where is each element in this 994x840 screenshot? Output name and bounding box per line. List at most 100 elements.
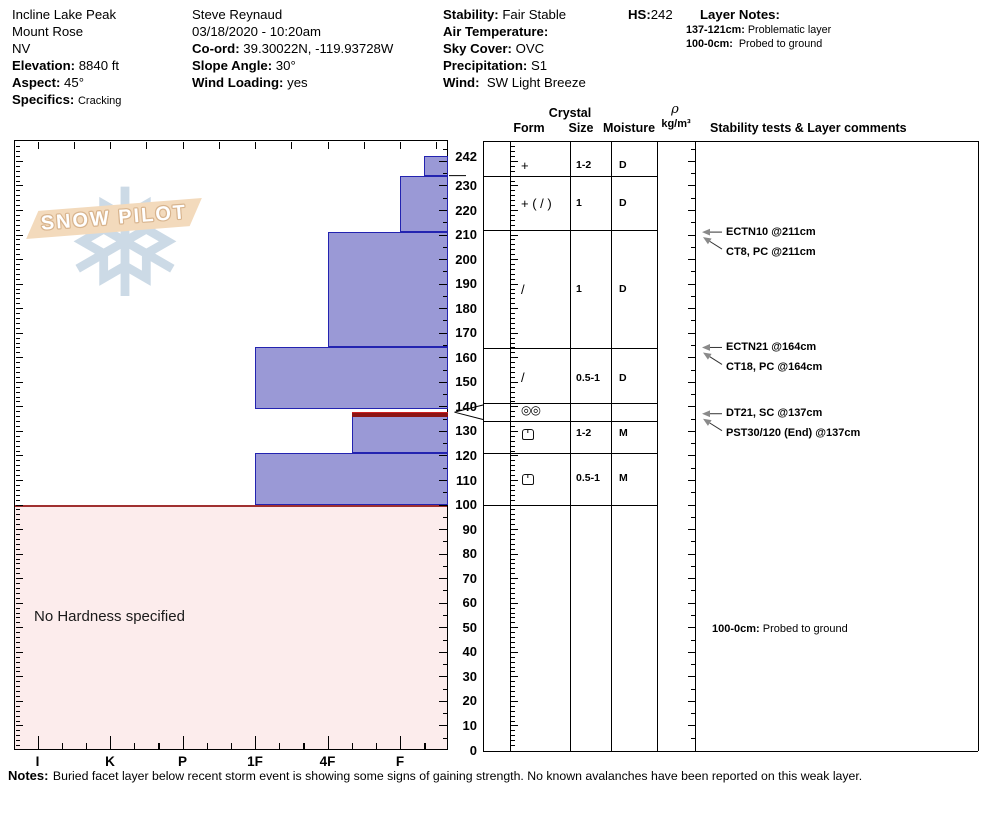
depth-axis-label: 140 <box>455 398 477 414</box>
axis-tick <box>442 418 447 420</box>
table-row-line <box>483 175 657 177</box>
axis-tick <box>511 249 515 251</box>
axis-tick <box>511 710 515 712</box>
axis-tick <box>691 173 695 175</box>
axis-tick <box>303 742 305 749</box>
axis-tick <box>688 357 695 359</box>
axis-tick <box>442 246 447 248</box>
sky-cover: Sky Cover: OVC <box>443 41 545 56</box>
axis-tick <box>511 239 515 241</box>
axis-tick <box>688 381 695 383</box>
site-range: Mount Rose <box>12 24 84 39</box>
axis-tick <box>291 141 293 149</box>
axis-tick <box>691 467 695 469</box>
axis-tick <box>110 141 112 149</box>
axis-tick <box>511 151 515 153</box>
axis-tick <box>15 534 20 535</box>
grain-size-value: 1-2 <box>576 426 592 439</box>
axis-tick <box>442 492 447 494</box>
axis-tick <box>511 372 515 373</box>
axis-tick <box>688 430 695 432</box>
axis-tick <box>15 327 20 329</box>
table-row-line <box>483 403 657 404</box>
no-hardness-region <box>15 504 447 749</box>
axis-tick <box>511 696 515 697</box>
axis-tick <box>442 467 447 469</box>
pp-plus-icon: + <box>521 157 529 173</box>
axis-tick <box>15 558 20 560</box>
axis-tick <box>15 421 20 423</box>
axis-tick <box>511 381 518 383</box>
axis-tick <box>15 357 23 359</box>
table-bottom-border <box>483 751 978 752</box>
axis-tick <box>206 742 208 749</box>
axis-tick <box>279 742 281 749</box>
axis-tick <box>327 735 329 749</box>
axis-tick <box>442 639 447 641</box>
air-temperature: Air Temperature: <box>443 24 549 39</box>
axis-tick <box>15 185 23 187</box>
axis-tick <box>511 308 518 310</box>
axis-tick <box>15 214 20 216</box>
stability-test-label: ECTN10 @211cm <box>726 225 816 238</box>
axis-tick <box>182 141 184 149</box>
axis-tick <box>15 480 23 481</box>
axis-tick <box>511 524 515 526</box>
axis-tick <box>438 627 447 629</box>
site-specifics: Specifics: Cracking <box>12 92 122 107</box>
axis-tick <box>438 700 447 702</box>
arrowhead-icon <box>703 418 712 426</box>
depth-axis-label: 242 <box>455 148 477 164</box>
axis-tick <box>438 578 447 580</box>
axis-tick <box>688 185 695 187</box>
axis-tick <box>511 200 515 202</box>
axis-tick <box>511 691 515 693</box>
depth-axis-label: 80 <box>462 546 477 562</box>
axis-tick <box>15 450 20 452</box>
arrowhead-icon <box>702 410 710 418</box>
axis-tick <box>15 553 23 555</box>
axis-tick <box>688 553 695 555</box>
axis-tick <box>15 676 23 678</box>
depth-axis-label: 120 <box>455 447 477 463</box>
axis-tick <box>15 691 20 693</box>
axis-tick <box>15 337 20 339</box>
axis-tick <box>511 165 515 167</box>
axis-tick <box>442 664 447 666</box>
axis-tick <box>511 597 515 599</box>
axis-tick <box>511 327 515 329</box>
axis-tick <box>230 742 233 749</box>
axis-tick <box>511 470 515 472</box>
axis-tick <box>511 175 515 177</box>
axis-tick <box>511 480 518 481</box>
axis-tick <box>15 205 20 207</box>
notes-label: Notes: <box>8 768 49 783</box>
axis-tick <box>691 565 695 567</box>
axis-tick <box>688 725 695 727</box>
axis-tick <box>511 592 515 594</box>
axis-tick <box>511 190 515 192</box>
axis-tick <box>688 160 695 162</box>
stability-comments-header: Stability tests & Layer comments <box>710 121 907 135</box>
site-info-column: Incline Lake Peak Mount Rose NV Elevatio… <box>12 6 121 110</box>
axis-tick <box>511 622 515 624</box>
no-hardness-label: No Hardness specified <box>34 608 185 625</box>
axis-tick <box>15 283 23 285</box>
axis-tick <box>15 362 20 364</box>
axis-tick <box>688 578 695 580</box>
axis-tick <box>511 430 518 432</box>
axis-tick <box>511 637 515 639</box>
axis-tick <box>15 666 20 668</box>
arrowhead-icon <box>702 344 710 351</box>
axis-tick <box>15 146 20 148</box>
axis-tick <box>511 720 515 722</box>
axis-tick <box>442 737 447 739</box>
table-row-line <box>483 453 657 454</box>
axis-tick <box>511 288 515 290</box>
axis-tick <box>511 666 515 668</box>
axis-tick <box>511 322 515 324</box>
axis-tick <box>15 180 20 182</box>
axis-tick <box>438 160 447 162</box>
axis-tick <box>15 151 20 153</box>
axis-tick <box>15 342 20 344</box>
